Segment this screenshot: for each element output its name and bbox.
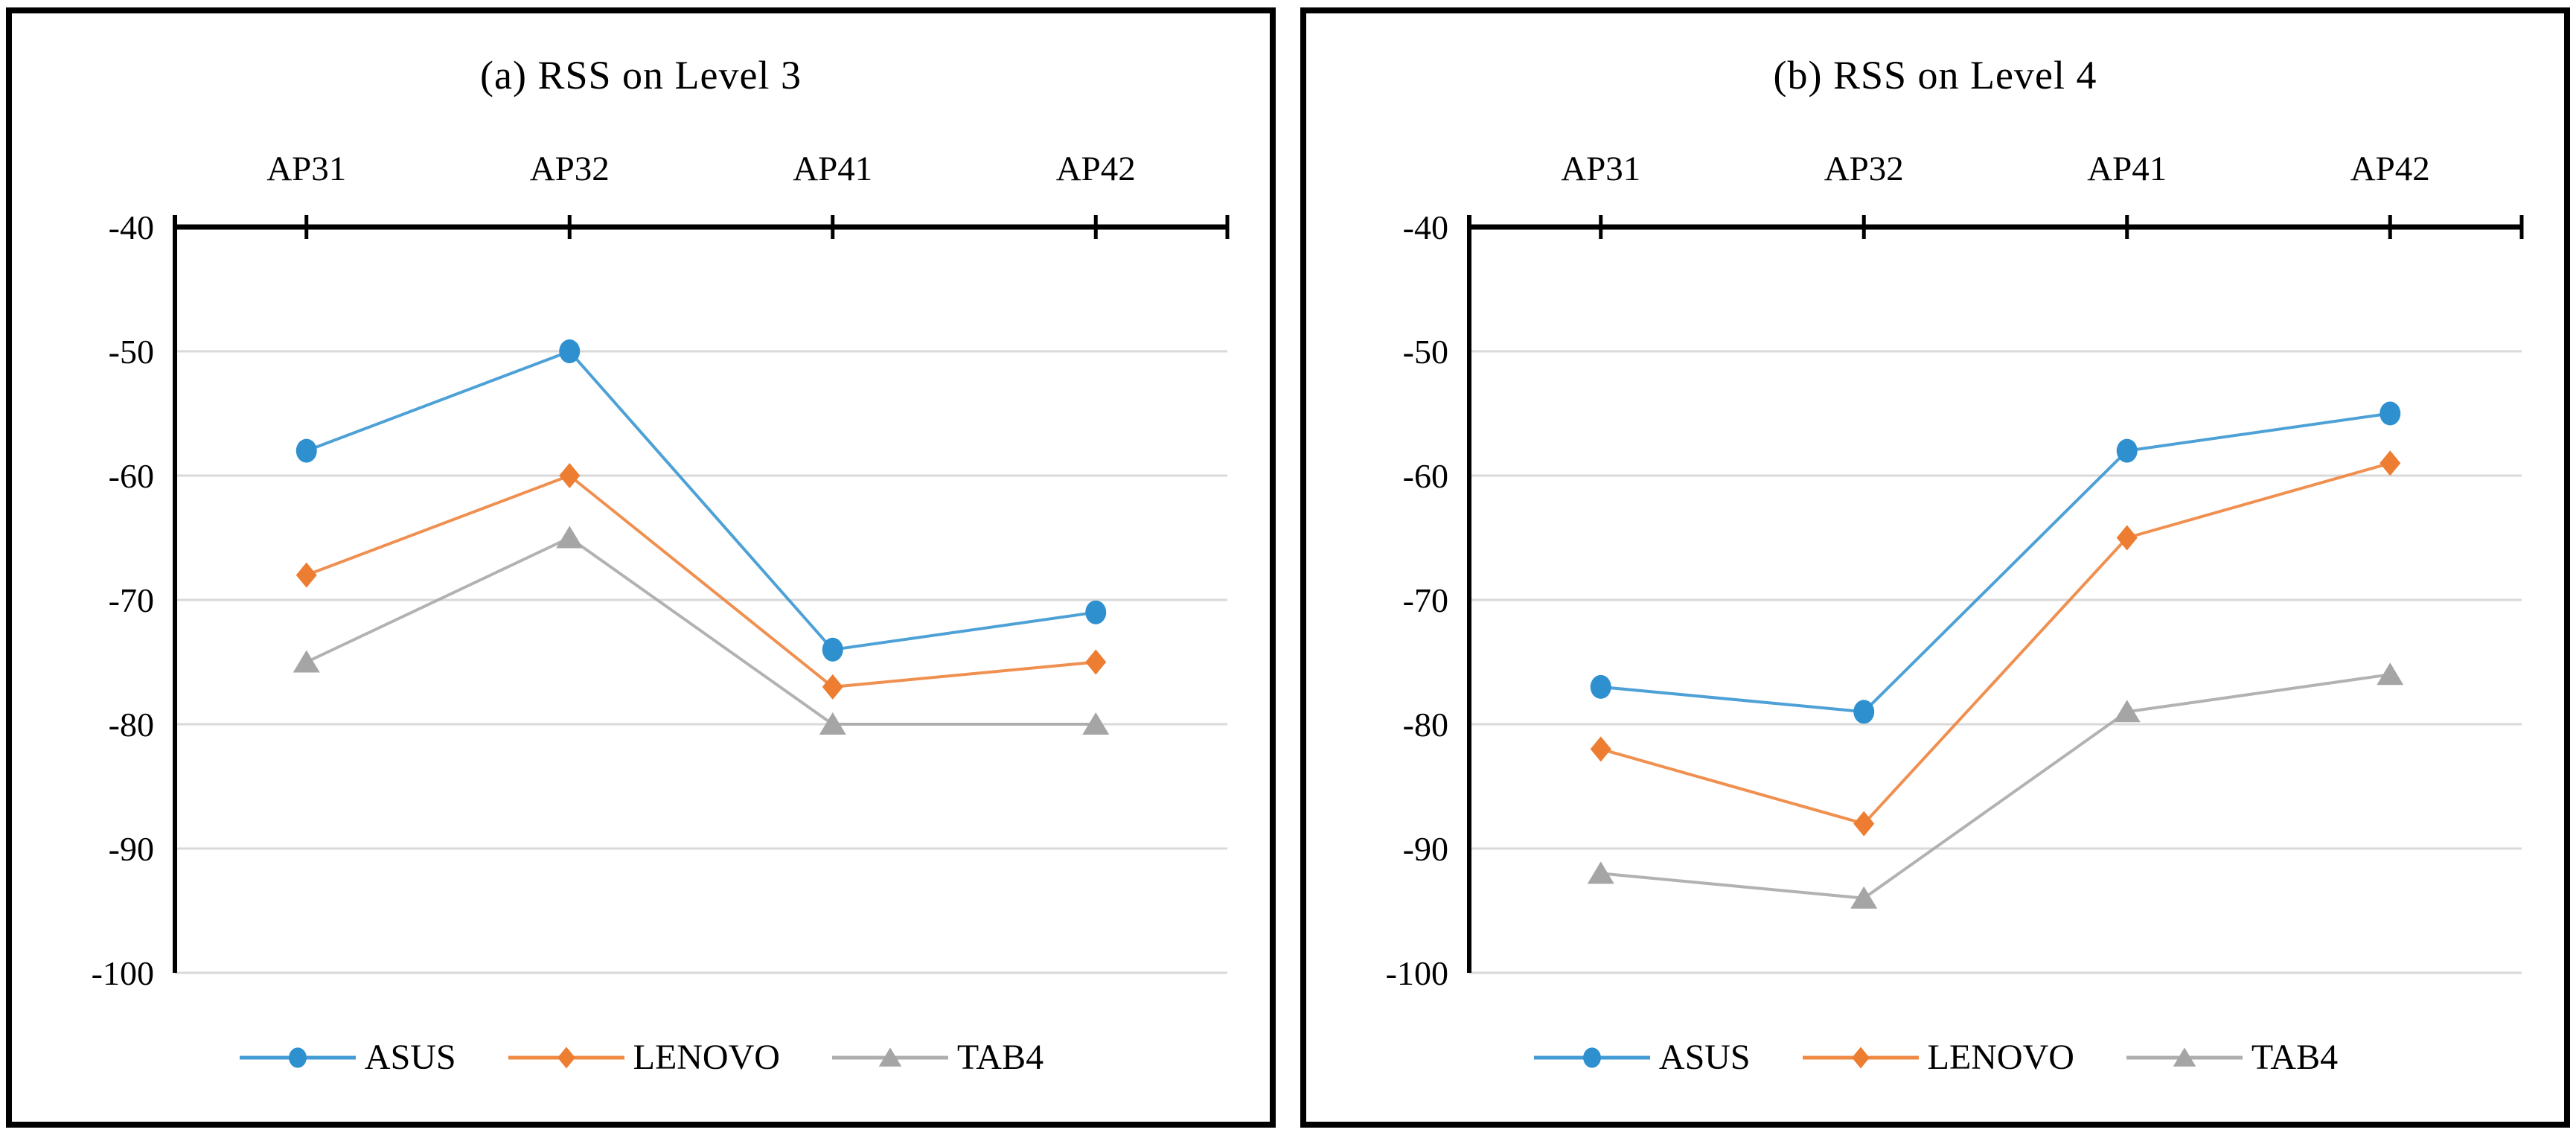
- data-point-marker-circle: [2116, 438, 2138, 463]
- x-axis-category-label: AP42: [1056, 150, 1136, 188]
- legend-item-lenovo: LENOVO: [1801, 1040, 2074, 1076]
- y-axis-tick-label: -50: [109, 333, 154, 371]
- series-line-tab4: [305, 536, 1096, 726]
- legend-label: LENOVO: [1927, 1038, 2074, 1077]
- data-point-marker-diamond: [1085, 649, 1107, 675]
- data-point-marker-circle: [2380, 401, 2401, 426]
- data-point-marker-triangle: [878, 1047, 902, 1067]
- legend-swatch-circle-icon: [1533, 1047, 1650, 1068]
- data-point-marker-diamond: [559, 463, 581, 488]
- data-point-marker-diamond: [1853, 811, 1875, 837]
- data-point-marker-diamond: [2380, 450, 2401, 476]
- x-axis-category-label: AP32: [530, 150, 610, 188]
- y-axis-tick-label: -100: [1386, 954, 1448, 992]
- data-point-marker-diamond: [822, 674, 843, 700]
- x-axis-category-label: AP42: [2350, 150, 2430, 188]
- legend-swatch-triangle-icon: [2126, 1047, 2243, 1067]
- data-point-marker-triangle: [293, 650, 320, 673]
- data-point-marker-circle: [559, 339, 581, 363]
- series-line-lenovo: [306, 473, 1096, 688]
- chart-legend: ASUS LENOVO TAB4: [12, 1040, 1270, 1076]
- data-point-marker-triangle: [819, 712, 846, 735]
- x-axis-category-label: AP41: [793, 150, 872, 188]
- y-axis-tick-label: -60: [109, 457, 154, 495]
- y-axis-tick-label: -80: [109, 706, 154, 744]
- data-point-marker-diamond: [1590, 736, 1611, 762]
- y-axis-tick-label: -80: [1403, 706, 1448, 744]
- data-point-marker-circle: [295, 438, 317, 463]
- legend-item-lenovo: LENOVO: [507, 1040, 780, 1076]
- legend-label: TAB4: [956, 1038, 1044, 1077]
- data-point-marker-circle: [1853, 700, 1875, 724]
- chart-panel-a: (a) RSS on Level 3 -40 -50 -60 -70 -80 -90 -10…: [6, 7, 1276, 1128]
- data-point-marker-circle: [289, 1047, 307, 1068]
- y-axis-tick-label: -70: [1403, 581, 1448, 619]
- legend-item-tab4: TAB4: [831, 1040, 1043, 1076]
- chart-title: (a) RSS on Level 3: [480, 53, 802, 98]
- legend-swatch-circle-icon: [239, 1047, 356, 1068]
- y-axis-tick-label: -40: [1403, 208, 1448, 246]
- data-point-marker-diamond: [1851, 1047, 1870, 1069]
- y-axis-tick-label: -60: [1403, 457, 1448, 495]
- x-axis-category-label: AP31: [1561, 150, 1640, 188]
- legend-label: LENOVO: [633, 1038, 780, 1077]
- x-axis-category-label: AP31: [266, 150, 346, 188]
- series-line-asus: [1600, 412, 2391, 714]
- y-axis-tick-label: -40: [109, 208, 154, 246]
- x-axis-category-label: AP32: [1824, 150, 1904, 188]
- data-point-marker-circle: [1085, 600, 1107, 624]
- chart-title: (b) RSS on Level 4: [1773, 53, 2097, 98]
- legend-swatch-triangle-icon: [831, 1047, 948, 1067]
- chart-legend: ASUS LENOVO TAB4: [1306, 1040, 2564, 1076]
- data-point-marker-triangle: [2377, 662, 2404, 686]
- series-line-lenovo: [1600, 461, 2391, 825]
- y-axis-tick-label: -100: [92, 954, 154, 992]
- legend-label: TAB4: [2251, 1038, 2339, 1077]
- legend-item-asus: ASUS: [1533, 1040, 1751, 1076]
- x-axis-category-label: AP41: [2087, 150, 2167, 188]
- data-point-marker-triangle: [1082, 712, 1110, 735]
- data-point-marker-circle: [1590, 674, 1611, 699]
- legend-swatch-diamond-icon: [1802, 1047, 1919, 1069]
- data-point-marker-triangle: [1850, 886, 1878, 909]
- legend-swatch-diamond-icon: [508, 1047, 624, 1069]
- data-point-marker-diamond: [295, 562, 317, 588]
- data-point-marker-triangle: [2173, 1047, 2196, 1067]
- chart-panel-b: (b) RSS on Level 4 -40 -50 -60 -70 -80 -90 -10…: [1300, 7, 2570, 1128]
- data-point-marker-circle: [822, 637, 843, 662]
- line-chart-plot: -40 -50 -60 -70 -80 -90 -100 AP31 AP32 AP41 AP42: [1386, 150, 2524, 992]
- data-point-marker-circle: [1583, 1047, 1601, 1068]
- y-axis-tick-label: -90: [109, 830, 154, 868]
- legend-item-tab4: TAB4: [2125, 1040, 2338, 1076]
- legend-label: ASUS: [364, 1038, 456, 1077]
- data-point-marker-triangle: [2113, 700, 2141, 723]
- data-point-marker-diamond: [2116, 525, 2138, 551]
- data-point-marker-triangle: [1587, 861, 1614, 884]
- y-axis-tick-label: -50: [1403, 333, 1448, 371]
- line-chart-plot: -40 -50 -60 -70 -80 -90 -100 AP31 AP32 AP41 AP42: [92, 150, 1230, 992]
- series-line-asus: [306, 349, 1096, 651]
- y-axis-tick-label: -70: [109, 581, 154, 619]
- series-line-tab4: [1600, 673, 2391, 900]
- data-point-marker-triangle: [556, 525, 584, 549]
- y-axis-tick-label: -90: [1403, 830, 1448, 868]
- legend-item-asus: ASUS: [238, 1040, 456, 1076]
- data-point-marker-diamond: [557, 1047, 575, 1069]
- legend-label: ASUS: [1658, 1038, 1751, 1077]
